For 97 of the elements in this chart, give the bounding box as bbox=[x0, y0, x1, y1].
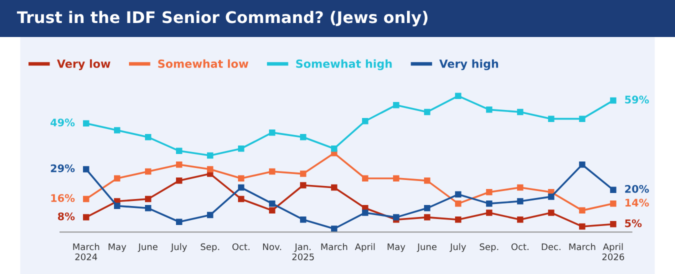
data-label: 16% bbox=[51, 194, 75, 202]
x-tick-label: Sep. bbox=[480, 243, 498, 252]
point bbox=[331, 226, 338, 232]
point bbox=[455, 200, 462, 207]
point bbox=[114, 175, 120, 182]
point bbox=[579, 116, 586, 122]
point bbox=[610, 186, 616, 193]
point bbox=[455, 191, 462, 198]
x-tick-label: May bbox=[388, 243, 406, 252]
data-label: 8% bbox=[58, 212, 75, 220]
x-tick-label: Nov. bbox=[263, 243, 282, 250]
point bbox=[82, 196, 90, 202]
point bbox=[424, 108, 430, 116]
point bbox=[300, 170, 306, 177]
point bbox=[486, 210, 492, 216]
point bbox=[362, 118, 368, 124]
point bbox=[610, 200, 616, 207]
x-tick-label: June bbox=[416, 243, 437, 252]
point bbox=[331, 184, 338, 191]
point bbox=[114, 127, 120, 134]
point bbox=[455, 92, 462, 100]
point bbox=[207, 152, 214, 159]
point bbox=[114, 202, 120, 209]
point bbox=[579, 223, 586, 230]
point bbox=[269, 129, 276, 136]
x-tick-label: Dec. bbox=[542, 243, 560, 250]
point bbox=[486, 188, 492, 196]
point bbox=[145, 196, 152, 202]
x-tick-label: May bbox=[108, 243, 126, 252]
point bbox=[176, 162, 182, 168]
point bbox=[579, 207, 586, 214]
x-tick-label: July bbox=[170, 243, 187, 252]
x-tick-label: Sep. bbox=[200, 243, 220, 252]
x-tick-label: Jan. 2025 bbox=[292, 243, 314, 260]
point bbox=[579, 162, 586, 168]
legend-label: Somewhat low bbox=[158, 59, 248, 68]
point bbox=[145, 205, 152, 212]
point bbox=[300, 182, 306, 188]
point bbox=[176, 178, 182, 184]
data-label: 49% bbox=[50, 118, 75, 126]
point bbox=[393, 102, 400, 108]
point bbox=[82, 214, 90, 220]
point bbox=[207, 166, 214, 172]
point bbox=[424, 178, 430, 184]
x-tick-label: Oct. bbox=[232, 243, 250, 250]
data-label: 5% bbox=[625, 219, 642, 228]
x-tick-label: March bbox=[569, 243, 596, 250]
data-label: 59% bbox=[625, 96, 649, 104]
point bbox=[393, 175, 400, 182]
point bbox=[455, 216, 462, 223]
point bbox=[269, 200, 276, 207]
x-tick-label: April bbox=[354, 243, 375, 252]
point bbox=[486, 106, 492, 113]
point bbox=[269, 168, 276, 175]
legend-label: Somewhat high bbox=[296, 59, 392, 70]
point bbox=[238, 175, 244, 182]
legend-label: Very high bbox=[439, 59, 498, 70]
point bbox=[517, 108, 524, 116]
point bbox=[517, 216, 524, 223]
chart-title: Trust in the IDF Senior Command? (Jews only) bbox=[16, 10, 428, 26]
point bbox=[176, 148, 182, 154]
data-label: 20% bbox=[625, 184, 649, 193]
data-label: 29% bbox=[50, 164, 75, 172]
point bbox=[82, 120, 90, 127]
point bbox=[517, 184, 524, 191]
point bbox=[176, 218, 182, 226]
point bbox=[238, 145, 244, 152]
point bbox=[548, 194, 554, 200]
point bbox=[82, 166, 90, 172]
data-label: 14% bbox=[625, 198, 649, 207]
x-tick-label: April 2026 bbox=[602, 243, 624, 260]
point bbox=[238, 184, 244, 191]
point bbox=[486, 200, 492, 207]
legend-label: Very low bbox=[56, 59, 110, 70]
point bbox=[610, 221, 616, 228]
point bbox=[269, 207, 276, 214]
point bbox=[548, 210, 554, 216]
point bbox=[300, 216, 306, 223]
x-tick-label: June bbox=[138, 243, 158, 252]
x-tick-label: March bbox=[321, 243, 348, 250]
x-tick-label: March 2024 bbox=[73, 243, 100, 260]
point bbox=[610, 97, 616, 104]
point bbox=[393, 214, 400, 220]
point bbox=[238, 196, 244, 202]
x-tick-label: July bbox=[450, 243, 466, 252]
point bbox=[331, 145, 338, 152]
point bbox=[145, 168, 152, 175]
point bbox=[548, 116, 554, 122]
point bbox=[424, 205, 430, 212]
point bbox=[207, 212, 214, 218]
point bbox=[517, 198, 524, 204]
point bbox=[424, 214, 430, 220]
point bbox=[300, 134, 306, 140]
point bbox=[362, 210, 368, 216]
point bbox=[362, 175, 368, 182]
x-tick-label: Oct. bbox=[511, 243, 528, 250]
point bbox=[145, 134, 152, 140]
